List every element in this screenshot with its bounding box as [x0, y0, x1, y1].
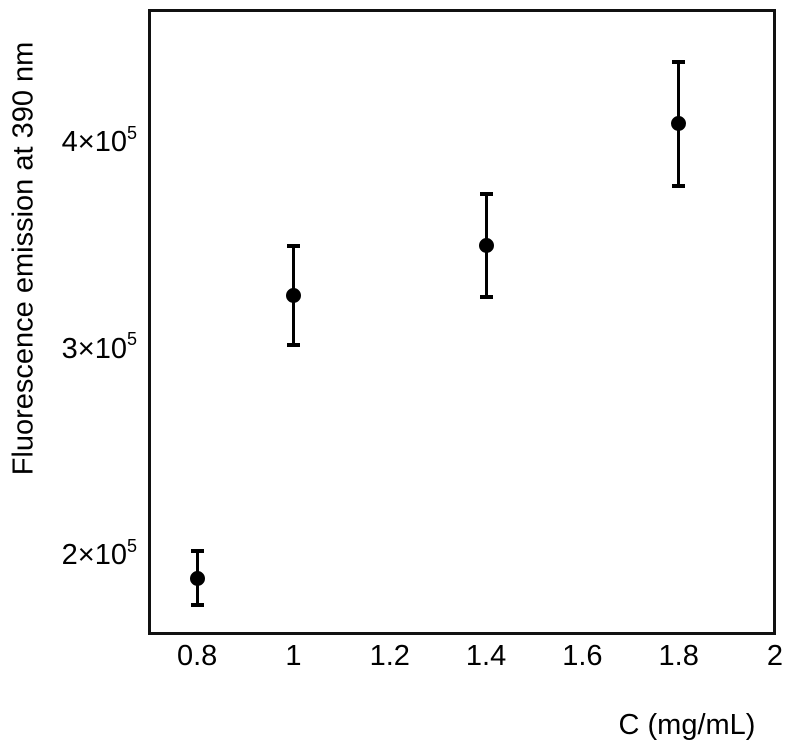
plot-area	[148, 9, 776, 635]
y-axis-title-text: Fluorescence emission at 390 nm	[7, 41, 40, 475]
x-tick-label: 0.8	[176, 640, 218, 672]
x-tick-label: 1.8	[658, 640, 699, 672]
y-tick-label: 4×105	[61, 122, 137, 159]
y-tick-label: 3×105	[61, 329, 137, 365]
error-bar-cap	[286, 243, 300, 248]
error-bar-cap	[479, 191, 493, 196]
x-tick-label: 2	[766, 640, 784, 672]
error-bar-cap	[190, 603, 204, 608]
x-tick-label: 1	[285, 640, 302, 672]
error-bar-cap	[672, 59, 686, 64]
error-bar-cap	[286, 342, 300, 347]
x-axis-title: C (mg/mL)	[618, 709, 756, 741]
y-tick-label: 2×105	[61, 535, 137, 572]
data-point-marker	[285, 287, 301, 303]
data-point-marker	[671, 116, 687, 132]
x-tick-label: 1.4	[465, 640, 507, 672]
error-bar-cap	[672, 183, 686, 188]
data-point-marker	[478, 238, 494, 254]
x-tick-label: 1.6	[562, 640, 603, 672]
y-axis-title: Fluorescence emission at 390 nm	[2, 10, 46, 506]
x-tick-label: 1.2	[369, 640, 410, 672]
data-point-marker	[189, 570, 205, 586]
error-bar-cap	[479, 295, 493, 300]
error-bar-cap	[190, 549, 204, 554]
